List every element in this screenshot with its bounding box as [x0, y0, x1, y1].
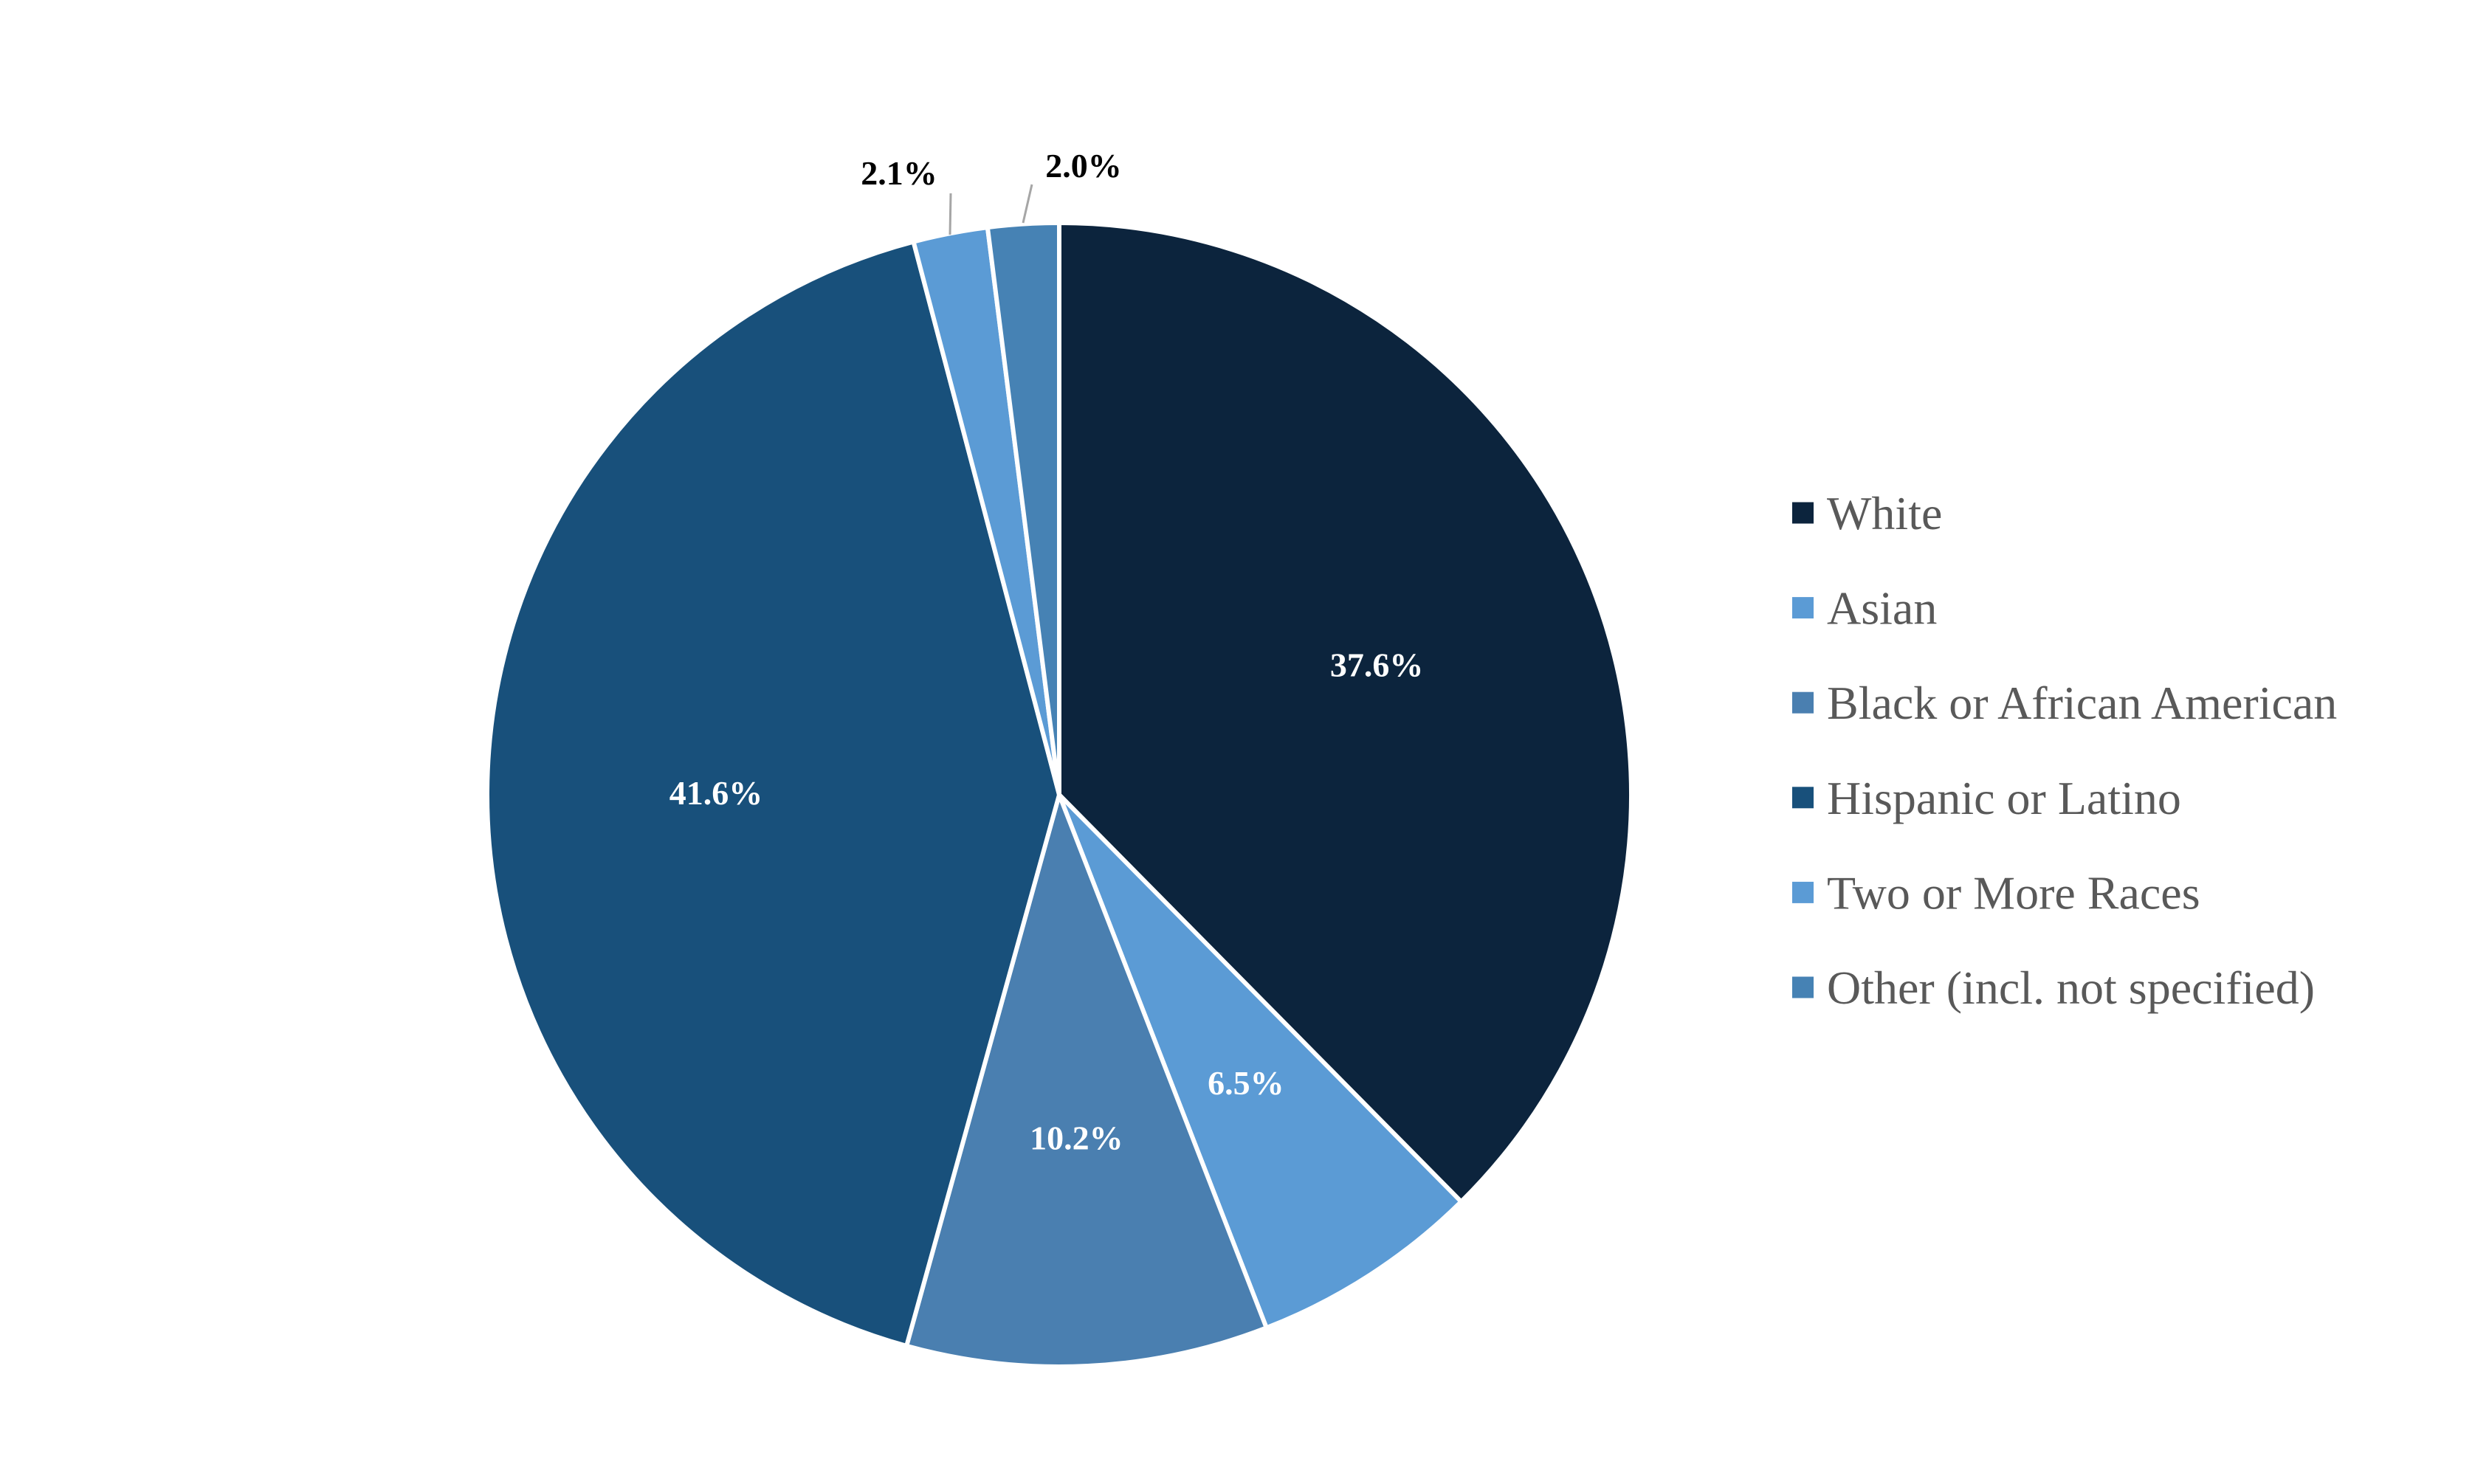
data-label-black-or-african-american: 10.2% [1030, 1119, 1123, 1156]
leader-line-two-or-more-races [949, 193, 952, 235]
legend-label-hispanic-or-latino: Hispanic or Latino [1827, 772, 2181, 824]
legend-label-black-or-african-american: Black or African American [1827, 677, 2337, 729]
slice-white [1057, 221, 1633, 1204]
slice-asian [1057, 793, 1464, 1331]
leader-line-other-incl-not-specified [1022, 184, 1033, 224]
slice-labels: 37.6% 6.5% 10.2% 41.6% 2.1% 2.0% [669, 147, 1424, 1156]
slice-hispanic-or-latino [485, 239, 1061, 1348]
data-label-other-incl-not-specified: 2.0% [1045, 147, 1122, 184]
pie-slices [485, 221, 1633, 1369]
legend-swatch-asian [1792, 597, 1814, 619]
legend-label-white: White [1827, 487, 1942, 539]
legend-swatch-two-or-more-races [1792, 881, 1814, 903]
leader-lines [949, 184, 1033, 235]
legend-swatch-other-incl-not-specified [1792, 976, 1814, 998]
slice-black-or-african-american [904, 793, 1269, 1369]
legend-label-other-incl-not-specified: Other (incl. not specified) [1827, 962, 2315, 1014]
legend-swatch-black-or-african-american [1792, 691, 1814, 714]
legend-swatch-hispanic-or-latino [1792, 787, 1814, 809]
legend-label-two-or-more-races: Two or More Races [1827, 866, 2200, 919]
data-label-hispanic-or-latino: 41.6% [669, 774, 763, 812]
legend-label-asian: Asian [1827, 582, 1937, 635]
data-label-white: 37.6% [1330, 646, 1424, 683]
data-label-two-or-more-races: 2.1% [861, 154, 937, 192]
legend-swatch-white [1792, 502, 1814, 524]
data-label-asian: 6.5% [1208, 1064, 1284, 1102]
legend: White Asian Black or African American Hispa… [1792, 487, 2337, 1014]
slice-other-incl-not-specified [985, 221, 1061, 797]
